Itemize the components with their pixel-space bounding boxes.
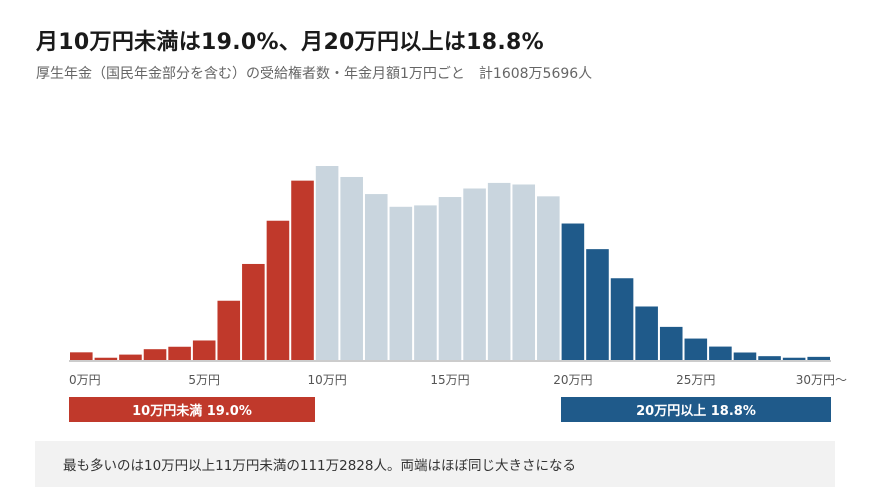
x-tick-label: 10万円 — [307, 373, 346, 387]
bar-7 — [242, 263, 265, 360]
bar-4 — [168, 346, 191, 360]
x-tick-label: 5万円 — [188, 373, 220, 387]
note-text: 最も多いのは10万円以上11万円未満の111万2828人。両端はほぼ同じ大きさに… — [63, 458, 576, 474]
bar-17 — [487, 182, 511, 360]
bar-11 — [340, 176, 363, 360]
note-box: 最も多いのは10万円以上11万円未満の111万2828人。両端はほぼ同じ大きさに… — [35, 441, 835, 487]
bar-0 — [70, 352, 93, 360]
bar-12 — [364, 194, 388, 360]
x-tick-label: 0万円 — [69, 373, 101, 387]
bar-26 — [709, 346, 732, 360]
bar-9 — [291, 180, 314, 360]
bar-30 — [807, 356, 830, 360]
x-tick-label: 20万円 — [553, 373, 592, 387]
chart-subtitle: 厚生年金（国民年金部分を含む）の受給権者数・年金月額1万円ごと 計1608万56… — [36, 66, 593, 82]
bar-28 — [758, 356, 781, 360]
bar-2 — [119, 354, 142, 360]
histogram-chart: 0万円 5万円 10万円 15万円 20万円 25万円 30万円〜 — [69, 166, 847, 387]
bar-21 — [586, 249, 609, 360]
x-tick-label: 15万円 — [430, 373, 469, 387]
x-tick-label: 30万円〜 — [796, 373, 847, 387]
bars-group — [70, 166, 830, 360]
bar-24 — [659, 326, 683, 360]
bar-23 — [635, 306, 658, 360]
bar-14 — [414, 205, 437, 360]
bar-6 — [217, 300, 241, 360]
bar-18 — [512, 184, 536, 360]
bar-22 — [610, 278, 634, 360]
bar-20 — [561, 223, 585, 360]
bar-27 — [733, 352, 757, 360]
bar-10 — [315, 166, 339, 360]
bar-8 — [266, 220, 290, 360]
x-tick-label: 25万円 — [676, 373, 715, 387]
bar-25 — [684, 338, 708, 360]
x-tick-labels: 0万円 5万円 10万円 15万円 20万円 25万円 30万円〜 — [69, 373, 847, 387]
bar-5 — [192, 340, 216, 360]
bar-15 — [438, 197, 462, 360]
bar-1 — [94, 357, 118, 360]
bar-29 — [782, 357, 806, 360]
bar-3 — [143, 349, 167, 360]
chart-title: 月10万円未満は19.0%、月20万円以上は18.8% — [36, 30, 544, 55]
bar-16 — [463, 188, 486, 360]
bar-19 — [537, 196, 560, 360]
over-200k-band: 20万円以上 18.8% — [561, 397, 831, 422]
under-100k-band: 10万円未満 19.0% — [69, 397, 315, 422]
bar-13 — [389, 206, 413, 360]
